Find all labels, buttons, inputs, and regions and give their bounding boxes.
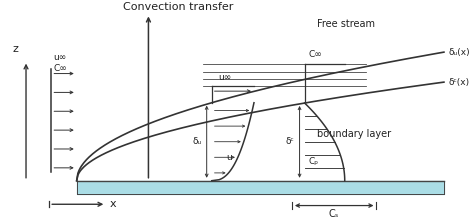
Text: z: z bbox=[12, 44, 18, 54]
Text: Free stream: Free stream bbox=[317, 19, 375, 29]
Text: C∞: C∞ bbox=[309, 50, 323, 59]
Text: x: x bbox=[109, 199, 116, 209]
Text: δᵤ(x): δᵤ(x) bbox=[448, 48, 470, 57]
Text: Convection transfer: Convection transfer bbox=[123, 2, 233, 12]
Text: boundary layer: boundary layer bbox=[317, 128, 392, 139]
Text: C∞: C∞ bbox=[54, 64, 67, 73]
Text: u: u bbox=[227, 153, 232, 162]
Text: δᶜ(x): δᶜ(x) bbox=[448, 78, 469, 87]
Text: u∞: u∞ bbox=[54, 53, 67, 62]
Text: δᵤ: δᵤ bbox=[193, 137, 202, 146]
Text: Cₚ: Cₚ bbox=[308, 157, 318, 166]
Text: u∞: u∞ bbox=[218, 73, 231, 81]
Text: δᶜ: δᶜ bbox=[286, 137, 295, 146]
Text: Cₛ: Cₛ bbox=[329, 209, 339, 219]
